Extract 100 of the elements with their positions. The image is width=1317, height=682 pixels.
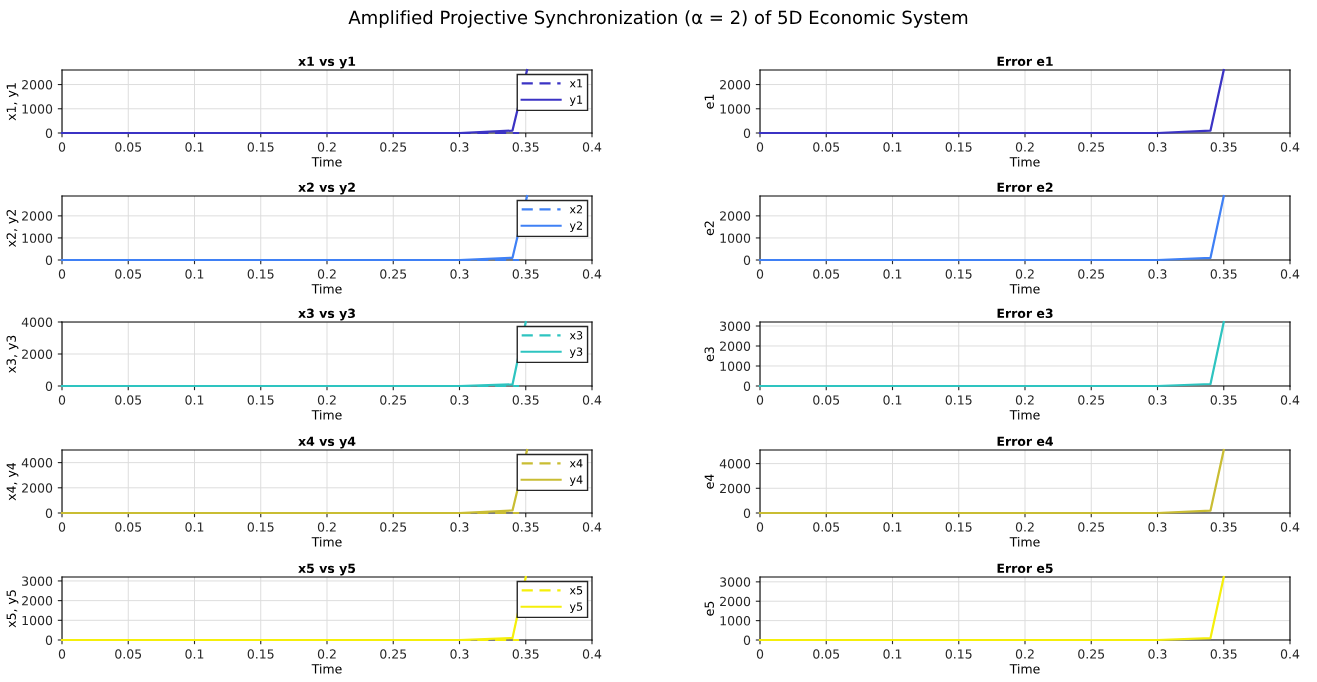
x-tick-label: 0.3 [450, 142, 469, 152]
x-tick-label: 0.05 [115, 522, 142, 532]
y-tick-label: 2000 [720, 483, 751, 494]
x-tick-label: 0.2 [317, 649, 336, 659]
legend-label: x3 [569, 331, 583, 340]
x-tick-label: 0.2 [1015, 395, 1034, 405]
x-tick-label: 0.4 [1280, 142, 1300, 152]
x-tick-label: 0.1 [883, 269, 902, 279]
y-axis-title: e4 [704, 474, 714, 489]
x-tick-label: 0.35 [1210, 649, 1237, 659]
y-tick-label: 0 [45, 381, 53, 391]
x-tick-label: 0.3 [450, 395, 469, 405]
chart-title: x5 vs y5 [298, 563, 356, 576]
x-tick-label: 0.35 [1210, 142, 1237, 152]
x-axis-title: Time [1009, 283, 1040, 294]
x-tick-label: 0.25 [380, 649, 407, 659]
y-tick-label: 0 [743, 381, 751, 391]
x-tick-label: 0.05 [813, 522, 840, 532]
x-tick-label: 0.3 [1148, 269, 1167, 279]
x-axis-title: Time [1009, 536, 1040, 547]
x-tick-label: 0.25 [1078, 142, 1105, 152]
x-tick-label: 0.25 [380, 269, 407, 279]
legend-label: x2 [569, 205, 582, 214]
x-tick-label: 0.1 [185, 395, 204, 405]
x-tick-label: 0.3 [450, 522, 469, 532]
x-tick-label: 0.35 [1210, 522, 1237, 532]
y-tick-label: 0 [45, 128, 53, 138]
x-tick-label: 0.35 [512, 395, 539, 405]
x-tick-label: 0.4 [1280, 649, 1300, 659]
y-tick-label: 3000 [22, 576, 53, 586]
x-axis-title: Time [1009, 663, 1040, 674]
x-tick-label: 0.3 [1148, 522, 1167, 532]
y-tick-label: 2000 [720, 80, 751, 90]
x-tick-label: 0.1 [883, 649, 902, 659]
x-tick-label: 0.05 [115, 649, 142, 659]
x-tick-label: 0.25 [1078, 522, 1105, 532]
x-tick-label: 0.2 [1015, 269, 1034, 279]
x-tick-label: 0.05 [813, 142, 840, 152]
y-tick-label: 0 [45, 508, 53, 518]
x-tick-label: 0.25 [380, 395, 407, 405]
x-tick-label: 0.2 [317, 142, 336, 152]
x-axis-title: Time [311, 409, 342, 420]
y-tick-label: 1000 [22, 615, 53, 626]
y-tick-label: 1000 [720, 233, 751, 243]
x-tick-label: 0.15 [945, 522, 972, 532]
x-axis-title: Time [1009, 156, 1040, 167]
x-tick-label: 0.35 [512, 649, 539, 659]
x-tick-label: 0.15 [247, 269, 274, 279]
x-tick-label: 0.4 [582, 142, 602, 152]
x-tick-label: 0.1 [185, 649, 204, 659]
x-tick-label: 0.25 [380, 142, 407, 152]
x-tick-label: 0.4 [582, 522, 602, 532]
x-tick-label: 0 [58, 649, 66, 659]
x-tick-label: 0.15 [247, 142, 274, 152]
y-tick-label: 3000 [720, 321, 751, 331]
y-tick-label: 2000 [22, 349, 53, 359]
x-tick-label: 0.1 [185, 522, 204, 532]
y-axis-title: x2, y2 [6, 209, 19, 247]
y-axis-title: x1, y1 [6, 83, 19, 121]
x-tick-label: 0.2 [1015, 522, 1034, 532]
y-tick-label: 2000 [22, 80, 53, 90]
x-axis-title: Time [1009, 409, 1040, 420]
x-tick-label: 0.25 [1078, 649, 1105, 659]
y-tick-label: 4000 [719, 459, 751, 469]
y-axis-title: e1 [704, 94, 714, 109]
x-tick-label: 0.2 [317, 269, 336, 279]
x-tick-label: 0 [756, 142, 764, 152]
y-axis-title: x5, y5 [6, 590, 19, 628]
x-tick-label: 0 [756, 395, 764, 405]
x-tick-label: 0.2 [1015, 142, 1034, 152]
chart-title: x1 vs y1 [298, 56, 356, 69]
x-tick-label: 0.1 [883, 395, 902, 405]
x-tick-label: 0.4 [582, 395, 602, 405]
y-tick-label: 1000 [22, 233, 53, 243]
x-tick-label: 0.1 [883, 142, 902, 152]
legend-label: y5 [569, 602, 583, 613]
x-tick-label: 0.1 [883, 522, 902, 532]
chart-title: Error e4 [997, 436, 1053, 447]
chart-title: Error e5 [997, 563, 1053, 574]
x-tick-label: 0 [756, 269, 764, 279]
x-tick-label: 0.2 [317, 522, 336, 532]
x-tick-label: 0.05 [115, 269, 142, 279]
y-tick-label: 1000 [720, 616, 751, 626]
x-tick-label: 0.1 [185, 142, 204, 152]
x-tick-label: 0.3 [1148, 395, 1167, 405]
x-tick-label: 0.4 [582, 269, 602, 279]
x-tick-label: 0 [58, 522, 66, 532]
x-tick-label: 0.2 [1015, 649, 1034, 659]
y-tick-label: 0 [45, 255, 53, 265]
legend-label: x5 [569, 586, 583, 595]
y-tick-label: 0 [743, 128, 751, 138]
x-tick-label: 0 [58, 269, 66, 279]
y-tick-label: 3000 [720, 577, 751, 587]
x-tick-label: 0.05 [813, 649, 840, 659]
x-tick-label: 0.05 [115, 142, 142, 152]
legend-label: y1 [569, 95, 583, 106]
y-axis-title: e3 [704, 347, 714, 362]
y-axis-title: x4, y4 [6, 462, 19, 501]
legend-label: x1 [569, 79, 583, 88]
x-tick-label: 0.15 [247, 395, 274, 405]
